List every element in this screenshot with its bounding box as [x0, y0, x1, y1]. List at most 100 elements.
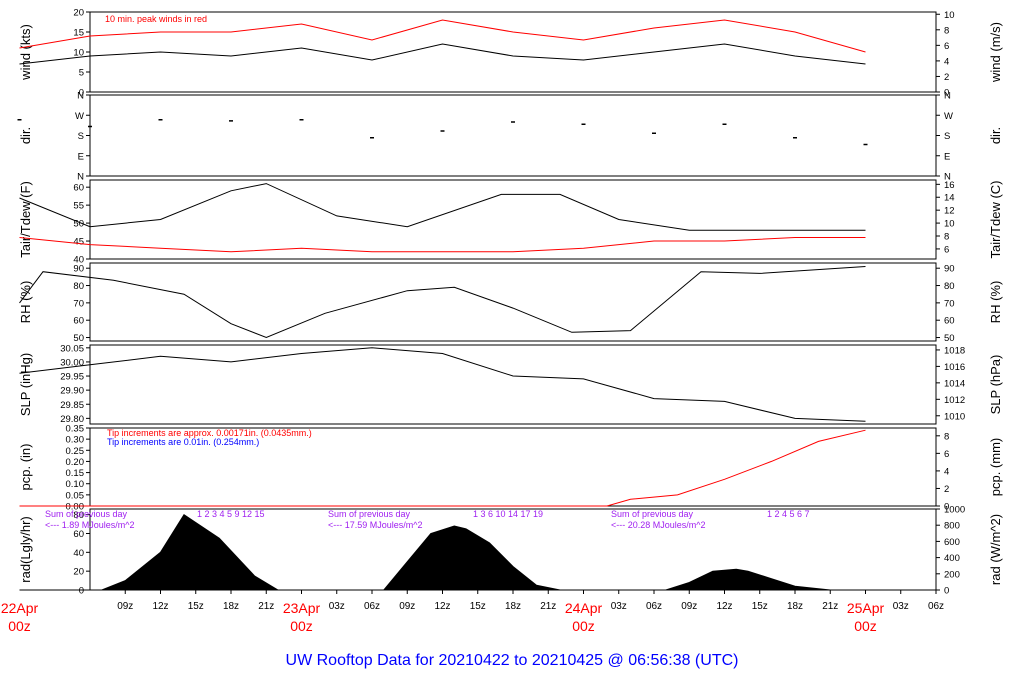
day-label-hour-0: 00z: [8, 618, 31, 634]
tick-label-right-2-0: 6: [944, 244, 949, 255]
tick-label-right-6-3: 600: [944, 537, 960, 548]
day-label-hour-3: 00z: [854, 618, 877, 634]
tick-label-right-4-4: 1018: [944, 345, 965, 356]
ylabel-left-3: RH (%): [18, 281, 33, 324]
tick-label-right-1-3: W: [944, 111, 953, 122]
x-tick-label-17: 12z: [716, 601, 732, 612]
tick-label-right-0-5: 10: [944, 10, 955, 21]
tick-label-right-1-0: N: [944, 172, 951, 183]
ylabel-right-6: rad (W/m^2): [988, 514, 1003, 585]
day-sum-line1-1: Sum of previous day: [328, 509, 411, 519]
tick-label-left-3-2: 70: [73, 298, 84, 309]
tick-label-right-3-3: 80: [944, 281, 955, 292]
tick-label-left-5-5: 0.25: [66, 446, 85, 457]
x-tick-label-2: 15z: [188, 601, 204, 612]
x-tick-label-22: 03z: [893, 601, 909, 612]
x-tick-label-15: 06z: [646, 601, 662, 612]
tick-label-left-5-3: 0.15: [66, 468, 85, 479]
x-tick-label-16: 09z: [681, 601, 697, 612]
x-tick-label-7: 06z: [364, 601, 380, 612]
tick-label-right-2-1: 8: [944, 232, 949, 243]
tick-label-right-0-0: 0: [944, 88, 949, 99]
tick-label-right-6-1: 200: [944, 569, 960, 580]
tick-label-left-2-2: 50: [73, 219, 84, 230]
tick-label-left-6-2: 40: [73, 548, 84, 559]
tick-label-left-2-1: 45: [73, 237, 84, 248]
tick-label-left-4-0: 29.80: [60, 414, 84, 425]
tick-label-right-6-4: 800: [944, 521, 960, 532]
tick-label-left-1-2: S: [78, 131, 84, 142]
ylabel-right-3: RH (%): [988, 281, 1003, 324]
tick-label-left-3-1: 60: [73, 316, 84, 327]
x-tick-label-0: 09z: [117, 601, 133, 612]
series-line-5-0: [19, 429, 866, 507]
hour-marks-1: 1 3 6 10 14 17 19: [473, 509, 543, 519]
tick-label-left-4-4: 30.00: [60, 357, 84, 368]
tick-label-right-2-2: 10: [944, 219, 955, 230]
tick-label-left-0-1: 5: [79, 68, 84, 79]
ylabel-left-6: rad(Lgly/hr): [18, 516, 33, 582]
radiation-area: [19, 513, 831, 591]
tick-label-right-6-2: 400: [944, 553, 960, 564]
x-tick-label-12: 21z: [540, 601, 556, 612]
x-tick-label-19: 18z: [787, 601, 803, 612]
tick-label-right-4-1: 1012: [944, 395, 965, 406]
x-tick-label-13: 24Apr: [565, 600, 603, 616]
tick-label-left-3-0: 50: [73, 333, 84, 344]
day-sum-line2-0: <--- 1.89 MJoules/m^2: [45, 520, 135, 530]
tick-label-left-5-1: 0.05: [66, 490, 85, 501]
tick-label-left-4-2: 29.90: [60, 386, 84, 397]
tick-label-right-0-3: 6: [944, 41, 949, 52]
tick-label-left-5-7: 0.35: [66, 424, 85, 435]
hour-marks-0: 1 2 3 4 5 9 12 15: [197, 509, 265, 519]
tick-label-left-3-4: 90: [73, 264, 84, 275]
x-tick-label-18: 15z: [752, 601, 768, 612]
series-line-2-1: [19, 237, 866, 253]
tick-label-right-1-2: S: [944, 131, 950, 142]
x-tick-label-9: 12z: [434, 601, 450, 612]
tick-label-left-4-5: 30.05: [60, 343, 84, 354]
tick-label-right-5-4: 8: [944, 431, 949, 442]
tick-label-right-6-0: 0: [944, 586, 949, 597]
tick-label-right-5-3: 6: [944, 449, 949, 460]
tick-label-left-0-3: 15: [73, 28, 84, 39]
day-sum-line1-0: Sum of previous day: [45, 509, 128, 519]
ylabel-left-4: SLP (inHg): [18, 353, 33, 416]
tick-label-right-2-4: 14: [944, 193, 955, 204]
panel-frame-1: [89, 94, 937, 177]
x-tick-label-1: 12z: [152, 601, 168, 612]
ylabel-right-1: dir.: [988, 127, 1003, 144]
x-tick-label-14: 03z: [611, 601, 627, 612]
annotation-0: 10 min. peak winds in red: [105, 14, 207, 24]
x-tick-label-3: 18z: [223, 601, 239, 612]
tick-label-left-1-1: E: [78, 151, 84, 162]
day-sum-line2-1: <--- 17.59 MJoules/m^2: [328, 520, 423, 530]
tick-label-left-5-0: 0.00: [66, 502, 85, 513]
ylabel-left-0: wind (kts): [18, 24, 33, 81]
tick-label-left-3-3: 80: [73, 281, 84, 292]
x-tick-label-8: 09z: [399, 601, 415, 612]
tick-label-right-0-4: 8: [944, 25, 949, 36]
ylabel-right-2: Tair/Tdew (C): [988, 180, 1003, 258]
tick-label-left-0-2: 10: [73, 48, 84, 59]
tick-label-right-4-2: 1014: [944, 378, 965, 389]
panel-frame-0: [89, 11, 937, 93]
tick-label-left-5-6: 0.30: [66, 435, 85, 446]
ylabel-right-5: pcp. (mm): [988, 438, 1003, 497]
tick-label-right-5-0: 0: [944, 502, 949, 513]
tick-label-right-0-1: 2: [944, 72, 949, 83]
tick-label-right-4-0: 1010: [944, 411, 965, 422]
day-label-hour-1: 00z: [290, 618, 313, 634]
ylabel-left-2: Tair/Tdew (F): [18, 181, 33, 258]
ylabel-left-1: dir.: [18, 127, 33, 144]
panel-frame-3: [89, 262, 937, 342]
footer-title: UW Rooftop Data for 20210422 to 20210425…: [286, 652, 739, 669]
series-line-2-0: [19, 183, 866, 231]
tick-label-left-6-4: 80: [73, 510, 84, 521]
tick-label-left-4-1: 29.85: [60, 400, 84, 411]
tick-label-right-4-3: 1016: [944, 362, 965, 373]
series-line-0-0: [19, 43, 866, 65]
tick-label-right-3-0: 50: [944, 333, 955, 344]
tick-label-left-5-4: 0.20: [66, 457, 85, 468]
tick-label-right-3-1: 60: [944, 316, 955, 327]
